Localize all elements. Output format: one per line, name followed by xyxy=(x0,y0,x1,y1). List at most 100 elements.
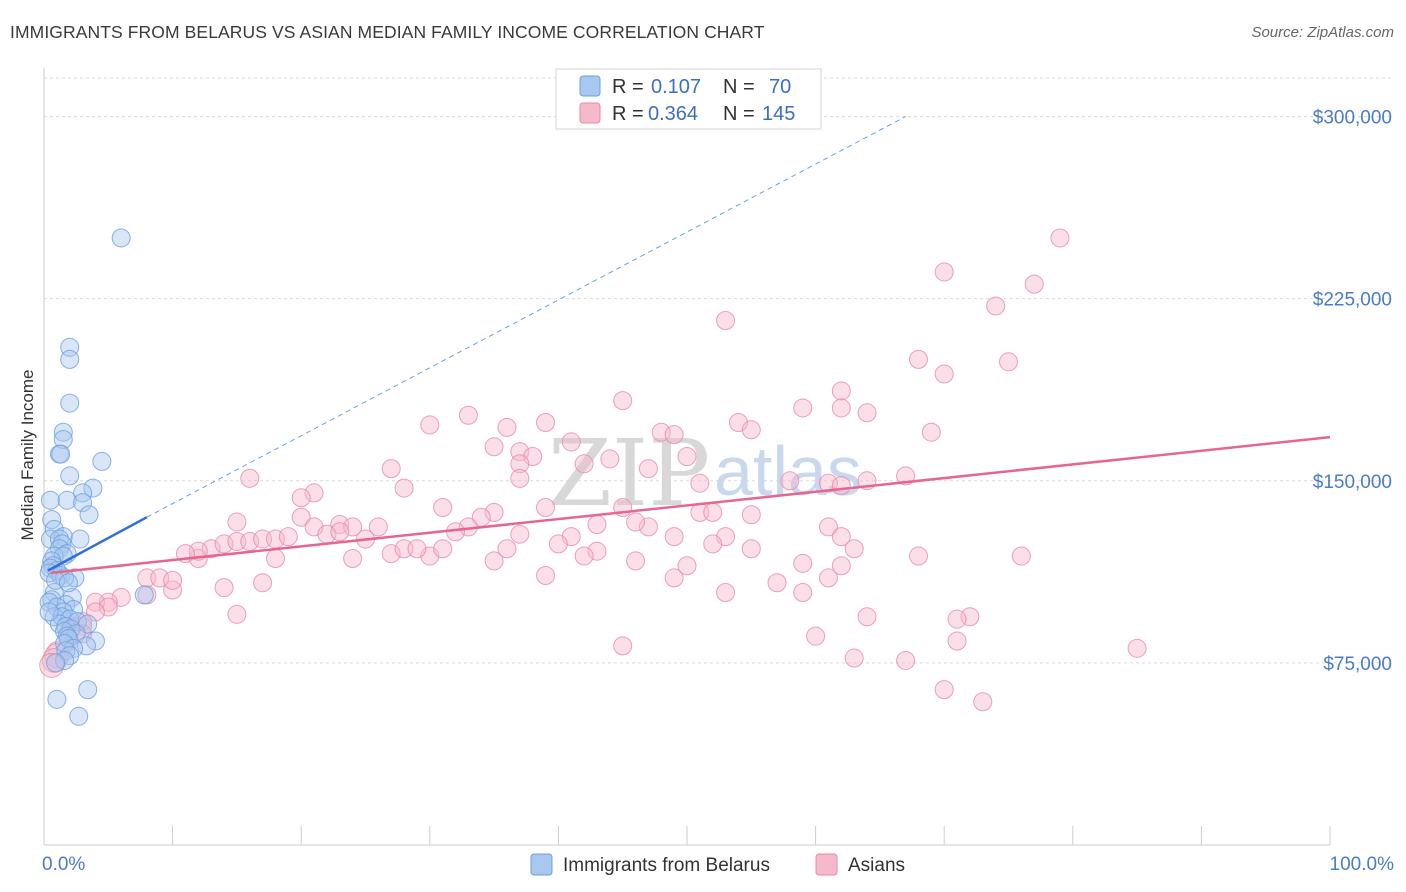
point-belarus xyxy=(65,568,85,588)
point-asians xyxy=(741,505,761,525)
point-belarus xyxy=(60,349,80,369)
point-asians xyxy=(368,517,388,537)
point-asians xyxy=(433,539,453,559)
point-asians xyxy=(664,527,684,547)
point-asians xyxy=(484,437,504,457)
point-asians xyxy=(343,517,363,537)
bottom-legend-label-asians: Asians xyxy=(848,855,905,876)
point-asians xyxy=(986,296,1006,316)
point-asians xyxy=(908,546,928,566)
point-asians xyxy=(638,517,658,537)
point-belarus xyxy=(78,680,98,700)
bottom-legend: Immigrants from Belarus Asians xyxy=(530,853,905,876)
x-tick-label-max: 100.0% xyxy=(1330,854,1395,875)
point-asians xyxy=(613,636,633,656)
point-asians xyxy=(1127,638,1147,658)
point-asians xyxy=(741,539,761,559)
point-asians xyxy=(844,539,864,559)
legend-n-label-belarus: N = xyxy=(723,76,755,98)
point-asians xyxy=(381,459,401,479)
y-tick-label: $150,000 xyxy=(1313,472,1392,493)
legend-r-value-asians: 0.364 xyxy=(648,103,698,125)
point-belarus xyxy=(58,573,78,593)
point-asians xyxy=(947,609,967,629)
source-credit: Source: ZipAtlas.com xyxy=(1251,24,1394,41)
point-asians xyxy=(227,512,247,532)
point-asians xyxy=(574,546,594,566)
legend-swatch-belarus xyxy=(579,75,601,97)
point-asians xyxy=(999,352,1018,372)
point-asians xyxy=(548,534,568,554)
point-belarus xyxy=(55,633,75,653)
legend-n-label-asians: N = xyxy=(723,103,755,125)
point-asians xyxy=(934,262,954,282)
point-belarus xyxy=(85,631,105,651)
point-asians xyxy=(857,403,877,423)
point-asians xyxy=(484,502,504,522)
point-asians xyxy=(638,459,658,479)
legend-swatch-asians xyxy=(579,102,601,124)
point-asians xyxy=(381,544,401,564)
point-asians xyxy=(98,597,118,617)
point-asians xyxy=(278,527,298,547)
point-belarus xyxy=(73,483,93,503)
point-asians xyxy=(831,527,851,547)
point-belarus xyxy=(53,422,73,442)
point-asians xyxy=(793,553,813,573)
chart-title: IMMIGRANTS FROM BELARUS VS ASIAN MEDIAN … xyxy=(10,22,765,42)
bottom-legend-swatch-asians xyxy=(815,853,838,876)
point-asians xyxy=(806,626,826,646)
legend-r-value-belarus: 0.107 xyxy=(651,76,701,98)
point-asians xyxy=(85,592,105,612)
y-tick-label: $225,000 xyxy=(1313,290,1392,311)
point-belarus xyxy=(47,689,67,709)
point-asians xyxy=(510,454,530,474)
point-belarus xyxy=(73,493,93,513)
point-asians xyxy=(818,568,838,588)
point-belarus xyxy=(40,490,60,510)
point-asians xyxy=(857,607,877,627)
gridlines xyxy=(44,77,1392,664)
point-belarus xyxy=(69,706,89,726)
point-asians xyxy=(484,551,504,571)
point-asians xyxy=(793,582,813,602)
point-asians xyxy=(973,692,993,712)
point-asians xyxy=(85,602,105,622)
point-asians xyxy=(163,580,183,600)
point-asians xyxy=(330,522,350,542)
point-asians xyxy=(510,524,530,544)
point-belarus xyxy=(92,451,112,471)
point-belarus xyxy=(46,653,66,673)
point-belarus xyxy=(79,505,99,525)
point-asians xyxy=(844,648,864,668)
point-asians xyxy=(291,507,311,527)
point-asians xyxy=(1024,274,1044,294)
legend-n-value-belarus: 70 xyxy=(769,76,791,98)
point-asians xyxy=(818,517,838,537)
point-asians xyxy=(908,349,928,369)
point-asians xyxy=(587,541,607,561)
legend: R = 0.107 N = 70 R = 0.364 N = 145 xyxy=(555,68,822,130)
point-asians xyxy=(716,582,736,602)
point-asians xyxy=(664,425,684,445)
watermark-atlas: atlas xyxy=(714,432,862,510)
point-asians xyxy=(664,568,684,588)
point-asians xyxy=(536,565,556,585)
point-asians xyxy=(677,447,697,466)
trendline-belarus-extension xyxy=(146,116,906,518)
point-asians xyxy=(831,398,851,418)
point-belarus xyxy=(51,444,71,464)
point-asians xyxy=(253,573,273,593)
point-asians xyxy=(458,405,478,425)
point-asians xyxy=(41,647,67,673)
point-belarus xyxy=(53,430,73,450)
point-asians xyxy=(741,420,761,440)
point-asians xyxy=(896,650,916,670)
point-belarus xyxy=(60,393,80,413)
point-asians xyxy=(613,391,633,411)
point-asians xyxy=(831,476,851,496)
point-asians xyxy=(1050,228,1070,248)
point-belarus xyxy=(111,228,131,248)
point-asians xyxy=(831,556,851,576)
